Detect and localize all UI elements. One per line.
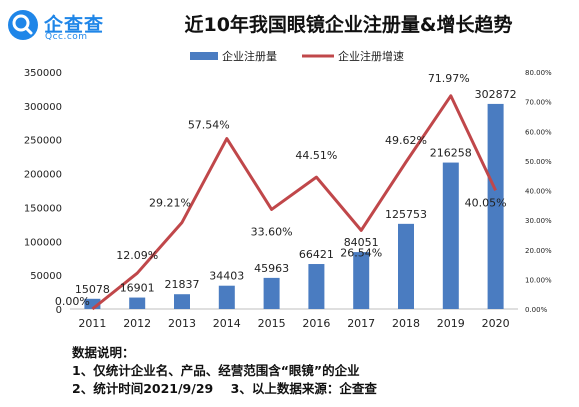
qcc-logo-icon (8, 10, 38, 40)
bar (353, 252, 370, 309)
brand-name: 企查查 (44, 14, 105, 36)
notes-line-2: 2、统计时间2021/9/29 3、以上数据来源：企查查 (72, 381, 377, 396)
y-right-tick-label: 10.00% (525, 276, 552, 284)
y-left-tick-label: 150000 (24, 203, 62, 214)
y-left-tick-label: 50000 (30, 271, 62, 282)
chart-title: 近10年我国眼镜企业注册量&增长趋势 (184, 14, 513, 36)
x-tick-label: 2017 (347, 317, 375, 330)
brand-site: Qcc.com (45, 32, 88, 42)
x-tick-label: 2018 (392, 317, 420, 330)
bar (487, 103, 504, 310)
y-left-tick-label: 200000 (24, 170, 62, 181)
line-value-label: 40.05% (465, 196, 507, 209)
legend-label-line: 企业注册增速 (338, 49, 404, 63)
bar-value-label: 302872 (475, 88, 517, 101)
y-right-tick-label: 30.00% (525, 217, 552, 225)
y-right-tick-label: 80.00% (525, 69, 552, 77)
bar-value-label: 84051 (344, 236, 379, 249)
y-right-tick-label: 40.00% (525, 188, 552, 196)
bar (263, 277, 280, 309)
y-left-tick-label: 300000 (24, 102, 62, 113)
bar-value-label: 66421 (299, 248, 334, 261)
bar (308, 264, 325, 309)
growth-line (91, 94, 497, 311)
y-right-tick-label: 20.00% (525, 247, 552, 255)
line-value-label: 44.51% (295, 149, 337, 162)
bar (398, 223, 414, 309)
line-value-label: 33.60% (251, 225, 293, 238)
y-left-tick-label: 100000 (24, 237, 62, 248)
line-value-label: 0.00% (55, 295, 90, 308)
x-tick-label: 2013 (168, 317, 196, 330)
x-tick-label: 2019 (437, 317, 465, 330)
legend-label-bar: 企业注册量 (222, 49, 277, 63)
y-right-tick-label: 0.00% (525, 306, 548, 314)
y-left-tick-label: 0 (56, 305, 62, 316)
data-notes: 数据说明： 1、仅统计企业名、产品、经营范围含“眼镜”的企业 2、统计时间202… (72, 344, 377, 398)
x-tick-label: 2011 (78, 317, 106, 330)
bar-value-label: 34403 (209, 270, 244, 283)
notes-line-1: 1、仅统计企业名、产品、经营范围含“眼镜”的企业 (72, 363, 360, 378)
bar-value-label: 125753 (385, 208, 427, 221)
bar-value-label: 21837 (165, 278, 200, 291)
line-value-label: 49.62% (385, 134, 427, 147)
x-tick-label: 2012 (123, 317, 151, 330)
y-right-tick-label: 60.00% (525, 128, 552, 136)
line-value-label: 26.54% (340, 246, 382, 259)
bar (129, 297, 146, 309)
bar (84, 298, 101, 309)
qcc-logo: 企查查 Qcc.com (6, 8, 116, 48)
line-value-label: 12.09% (116, 249, 158, 262)
bar (218, 285, 235, 309)
line-value-label: 57.54% (188, 119, 230, 132)
line-value-label: 71.97% (428, 72, 470, 85)
bar-value-label: 15078 (75, 283, 110, 296)
bar-value-label: 216258 (430, 147, 472, 160)
x-tick-label: 2016 (302, 317, 330, 330)
y-right-tick-label: 50.00% (525, 158, 552, 166)
legend-swatch-bar (190, 52, 218, 60)
notes-heading: 数据说明： (72, 345, 135, 360)
chart: 企业注册量 企业注册增速 0 50000 100000 150000 200000 25000… (24, 49, 552, 330)
x-tick-label: 2020 (482, 317, 510, 330)
x-tick-label: 2015 (258, 317, 286, 330)
bar (174, 294, 190, 309)
y-left-tick-label: 250000 (24, 136, 62, 147)
line-value-label: 29.21% (149, 196, 191, 209)
x-tick-label: 2014 (213, 317, 241, 330)
y-left-tick-label: 350000 (24, 68, 62, 79)
bar (442, 162, 459, 309)
bar-value-label: 45963 (254, 262, 289, 275)
bar-value-label: 16901 (120, 282, 155, 295)
y-right-tick-label: 70.00% (525, 99, 552, 107)
